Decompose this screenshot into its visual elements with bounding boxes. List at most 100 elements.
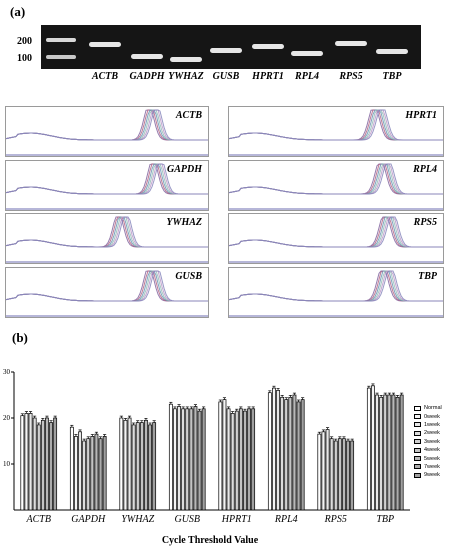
- bar-gapdh-5week: [94, 433, 99, 511]
- melt-curve-trace: [229, 216, 443, 248]
- legend-item-1week: 1week: [414, 421, 442, 429]
- bar-rps5-9week: [350, 440, 355, 511]
- x-category-label-gusb: GUSB: [174, 514, 201, 525]
- legend-swatch: [414, 447, 421, 453]
- bar-rps5-0week: [321, 431, 326, 511]
- legend-item-normal: Normal: [414, 404, 442, 412]
- bar-gusb-1week: [177, 406, 181, 511]
- melt-curve-label-gapdh: GAPDH: [167, 164, 202, 175]
- x-category-label-rpl4: RPL4: [274, 514, 298, 525]
- bar-gapdh-4week: [90, 436, 95, 511]
- y-tick-label-30: 30: [3, 368, 10, 376]
- legend-item-7week: 7week: [414, 463, 442, 471]
- legend-label: 2week: [424, 430, 440, 437]
- x-category-label-rps5: RPS5: [324, 514, 347, 525]
- bar-tbp-2week: [379, 396, 384, 511]
- bar-actb-normal: [20, 415, 25, 511]
- bar-actb-5week: [45, 417, 49, 511]
- bar-ywhaz-7week: [148, 424, 152, 511]
- y-tick-label-20: 20: [3, 414, 10, 422]
- melt-curve-panel-tbp: TBP: [228, 267, 444, 318]
- melt-curve-trace: [6, 216, 208, 248]
- bar-gapdh-1week: [78, 431, 82, 511]
- gel-lane-label-rps5: RPS5: [339, 71, 363, 82]
- melt-curve-plot: [6, 163, 208, 210]
- legend-item-2week: 2week: [414, 429, 442, 437]
- legend-label: 3week: [424, 438, 440, 445]
- legend-swatch: [414, 414, 421, 420]
- melt-curve-panel-rpl4: RPL4: [228, 160, 444, 211]
- bar-ywhaz-normal: [119, 417, 124, 511]
- melt-curve-label-rpl4: RPL4: [413, 164, 437, 175]
- bar-gapdh-0week: [74, 436, 78, 511]
- gel-lane-label-hprt1: HPRT1: [252, 71, 284, 82]
- bar-hprt1-0week: [222, 399, 227, 511]
- gel-lane-label-gusb: GUSB: [212, 71, 240, 82]
- bar-rpl4-3week: [284, 399, 289, 511]
- gel-band-ywhaz: [170, 57, 202, 62]
- melt-curve-label-rps5: RPS5: [413, 217, 437, 228]
- legend-item-9week: 9week: [414, 471, 442, 479]
- melt-curve-trace: [229, 270, 443, 302]
- gel-lane-label-actb: ACTB: [91, 71, 119, 82]
- bar-rps5-1week: [325, 429, 330, 511]
- gel-band-gadph: [131, 54, 163, 59]
- melt-curve-trace: [6, 163, 208, 195]
- gel-image: [41, 25, 421, 69]
- bar-gapdh-3week: [86, 438, 91, 511]
- melt-curve-label-tbp: TBP: [418, 271, 437, 282]
- bar-hprt1-7week: [247, 408, 251, 511]
- panel-b-label: (b): [12, 330, 28, 345]
- bar-rpl4-normal: [267, 392, 272, 511]
- bar-rpl4-0week: [272, 387, 276, 511]
- legend-label: 9week: [424, 472, 440, 479]
- gel-band-rps5: [335, 41, 367, 46]
- marker-label-100: 100: [17, 53, 32, 64]
- bar-gusb-9week: [201, 408, 206, 511]
- x-category-label-actb: ACTB: [26, 514, 51, 525]
- bar-ywhaz-4week: [139, 422, 144, 511]
- bar-gapdh-9week: [102, 436, 107, 511]
- bar-tbp-normal: [366, 387, 371, 511]
- legend-label: Normal: [424, 405, 442, 412]
- bar-hprt1-9week: [251, 408, 256, 511]
- bar-ywhaz-3week: [135, 422, 140, 511]
- bar-rps5-3week: [333, 440, 338, 511]
- melt-curve-panel-gusb: GUSB: [5, 267, 209, 318]
- legend-item-0week: 0week: [414, 412, 442, 420]
- gel-lane-label-tbp: TBP: [382, 71, 402, 82]
- melt-curve-plot: [229, 163, 443, 210]
- bar-rps5-5week: [342, 438, 346, 511]
- bar-actb-3week: [36, 424, 41, 511]
- bar-rpl4-2week: [280, 396, 285, 511]
- melt-curve-trace: [229, 109, 443, 141]
- bar-gapdh-normal: [69, 426, 74, 511]
- gel-lane-label-gadph: GADPH: [129, 71, 165, 82]
- bar-gusb-normal: [168, 403, 173, 511]
- bar-ywhaz-9week: [152, 422, 157, 511]
- legend-swatch: [414, 430, 421, 436]
- gel-lane-label-rpl4: RPL4: [295, 71, 319, 82]
- bar-hprt1-normal: [218, 401, 223, 511]
- melt-curve-panel-gapdh: GAPDH: [5, 160, 209, 211]
- bar-actb-1week: [28, 413, 33, 511]
- bar-rpl4-5week: [292, 394, 297, 511]
- ladder-band-200: [46, 38, 76, 42]
- x-axis-title: Cycle Threshold Value: [161, 535, 259, 546]
- melt-curve-plot: [229, 270, 443, 317]
- bar-gusb-2week: [181, 408, 186, 511]
- bar-rpl4-9week: [300, 399, 305, 511]
- gel-band-gusb: [210, 48, 242, 53]
- bar-rps5-4week: [337, 438, 342, 511]
- bar-tbp-1week: [375, 394, 379, 511]
- melt-curve-label-hprt1: HPRT1: [405, 110, 437, 121]
- bar-hprt1-4week: [238, 408, 243, 511]
- x-category-label-gapdh: GAPDH: [71, 514, 106, 525]
- bar-tbp-0week: [371, 385, 375, 511]
- bar-ywhaz-1week: [127, 417, 132, 511]
- gel-band-rpl4: [291, 51, 323, 56]
- bar-actb-0week: [24, 413, 29, 511]
- legend-label: 0week: [424, 413, 440, 420]
- melt-curve-panel-rps5: RPS5: [228, 213, 444, 264]
